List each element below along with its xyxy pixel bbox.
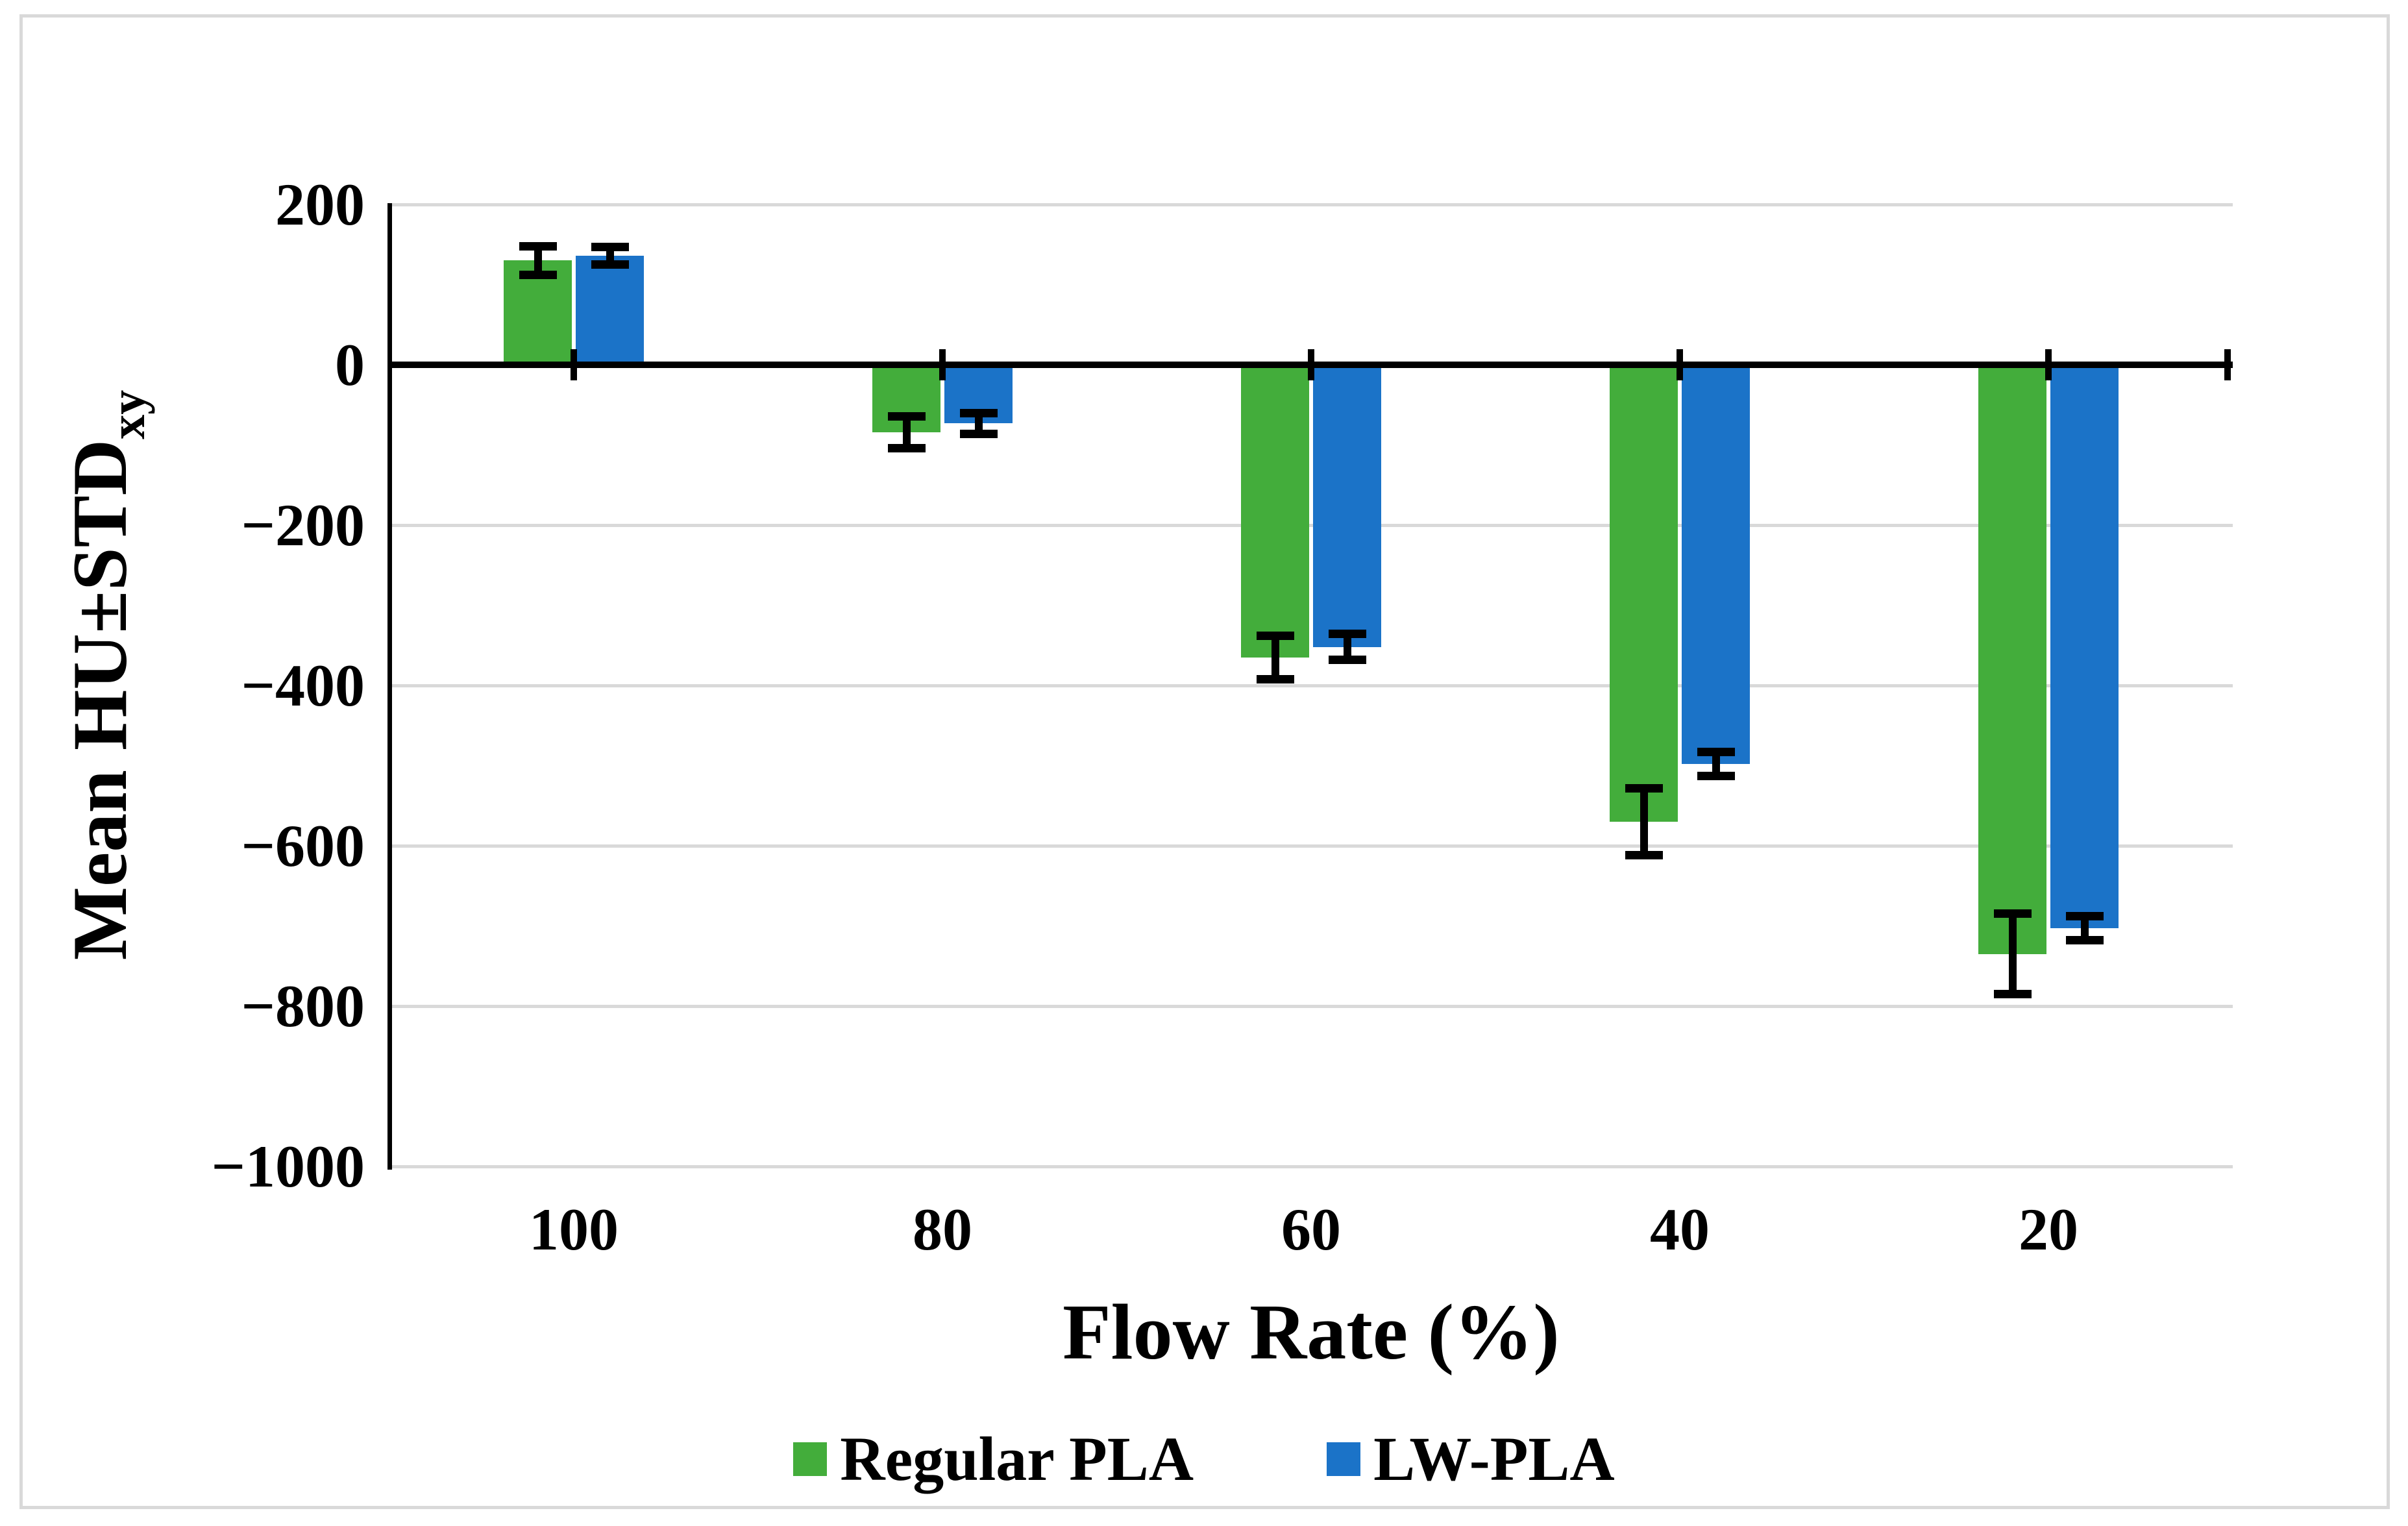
error-bar-lw-pla-60-cap-top — [1329, 630, 1366, 638]
bar-regular-pla-60 — [1241, 365, 1309, 658]
y-axis-title-text: Mean HU±STD — [56, 439, 143, 961]
error-bar-regular-pla-60-cap-top — [1257, 632, 1294, 640]
y-axis-line — [387, 203, 392, 1170]
error-bar-regular-pla-20-whisker — [2009, 914, 2017, 994]
y-tick-label-200: 200 — [275, 171, 365, 238]
x-tick-label-40: 40 — [1650, 1196, 1710, 1262]
gridline-y--200 — [389, 524, 2233, 527]
bar-lw-pla-100 — [576, 256, 644, 365]
error-bar-regular-pla-60-cap-bottom — [1257, 675, 1294, 683]
error-bar-lw-pla-60-cap-bottom — [1329, 656, 1366, 664]
y-tick-label-−400: −400 — [241, 652, 365, 719]
legend-swatch-regular-pla — [793, 1442, 828, 1476]
y-axis-title: Mean HU±STDxy — [55, 390, 156, 961]
error-bar-lw-pla-80-cap-top — [960, 409, 998, 417]
error-bar-regular-pla-80-cap-bottom — [888, 444, 926, 452]
error-bar-regular-pla-60-whisker — [1272, 635, 1279, 679]
error-bar-regular-pla-100-whisker — [534, 246, 542, 275]
legend-item-regular-pla: Regular PLA — [793, 1423, 1194, 1495]
gridline-y--1000 — [389, 1165, 2233, 1168]
error-bar-regular-pla-20-cap-bottom — [1994, 990, 2032, 998]
gridline-y--600 — [389, 844, 2233, 848]
y-tick-label-−800: −800 — [241, 973, 365, 1039]
legend-item-lw-pla: LW-PLA — [1327, 1423, 1615, 1495]
figure-border — [19, 14, 2390, 1509]
y-tick-label-0: 0 — [335, 332, 365, 398]
error-bar-lw-pla-60-whisker — [1344, 634, 1351, 660]
y-tick-label-−1000: −1000 — [211, 1133, 365, 1200]
x-tick-label-80: 80 — [913, 1196, 972, 1262]
error-bar-regular-pla-100-cap-top — [519, 242, 557, 251]
y-tick-label-−600: −600 — [241, 813, 365, 879]
error-bar-lw-pla-100-cap-bottom — [591, 260, 629, 269]
legend-swatch-lw-pla — [1327, 1442, 1361, 1476]
error-bar-lw-pla-80-whisker — [975, 413, 983, 434]
legend-label-regular-pla: Regular PLA — [840, 1424, 1194, 1494]
error-bar-lw-pla-20-cap-top — [2066, 912, 2104, 920]
error-bar-lw-pla-80-cap-bottom — [960, 430, 998, 438]
error-bar-regular-pla-40-cap-top — [1625, 784, 1663, 793]
gridline-y--400 — [389, 684, 2233, 687]
error-bar-lw-pla-20-whisker — [2081, 917, 2089, 941]
error-bar-regular-pla-40-cap-bottom — [1625, 851, 1663, 859]
error-bar-regular-pla-20-cap-top — [1994, 909, 2032, 918]
legend-label-lw-pla: LW-PLA — [1373, 1424, 1615, 1494]
bar-lw-pla-40 — [1682, 365, 1750, 764]
error-bar-lw-pla-100-cap-top — [591, 243, 629, 251]
error-bar-lw-pla-20-cap-bottom — [2066, 936, 2104, 944]
bar-lw-pla-60 — [1313, 365, 1381, 647]
error-bar-regular-pla-80-cap-top — [888, 412, 926, 421]
x-axis-title: Flow Rate (%) — [1063, 1288, 1560, 1376]
x-tick-label-100: 100 — [529, 1196, 619, 1262]
error-bar-lw-pla-40-whisker — [1712, 752, 1720, 776]
bar-lw-pla-20 — [2050, 365, 2119, 928]
y-tick-label-−200: −200 — [241, 492, 365, 558]
gridline-y-200 — [389, 203, 2233, 206]
error-bar-regular-pla-100-cap-bottom — [519, 271, 557, 279]
error-bar-regular-pla-80-whisker — [903, 416, 911, 448]
x-axis-line — [387, 362, 2233, 368]
bar-regular-pla-40 — [1610, 365, 1678, 822]
bar-regular-pla-20 — [1978, 365, 2046, 954]
legend: Regular PLA LW-PLA — [0, 1423, 2408, 1495]
gridline-y--800 — [389, 1005, 2233, 1008]
x-tick-label-60: 60 — [1281, 1196, 1341, 1262]
error-bar-lw-pla-40-cap-bottom — [1697, 772, 1735, 780]
error-bar-lw-pla-40-cap-top — [1697, 748, 1735, 756]
error-bar-regular-pla-40-whisker — [1640, 788, 1648, 855]
y-axis-title-subscript: xy — [101, 389, 155, 439]
x-tick-label-20: 20 — [2019, 1196, 2078, 1262]
